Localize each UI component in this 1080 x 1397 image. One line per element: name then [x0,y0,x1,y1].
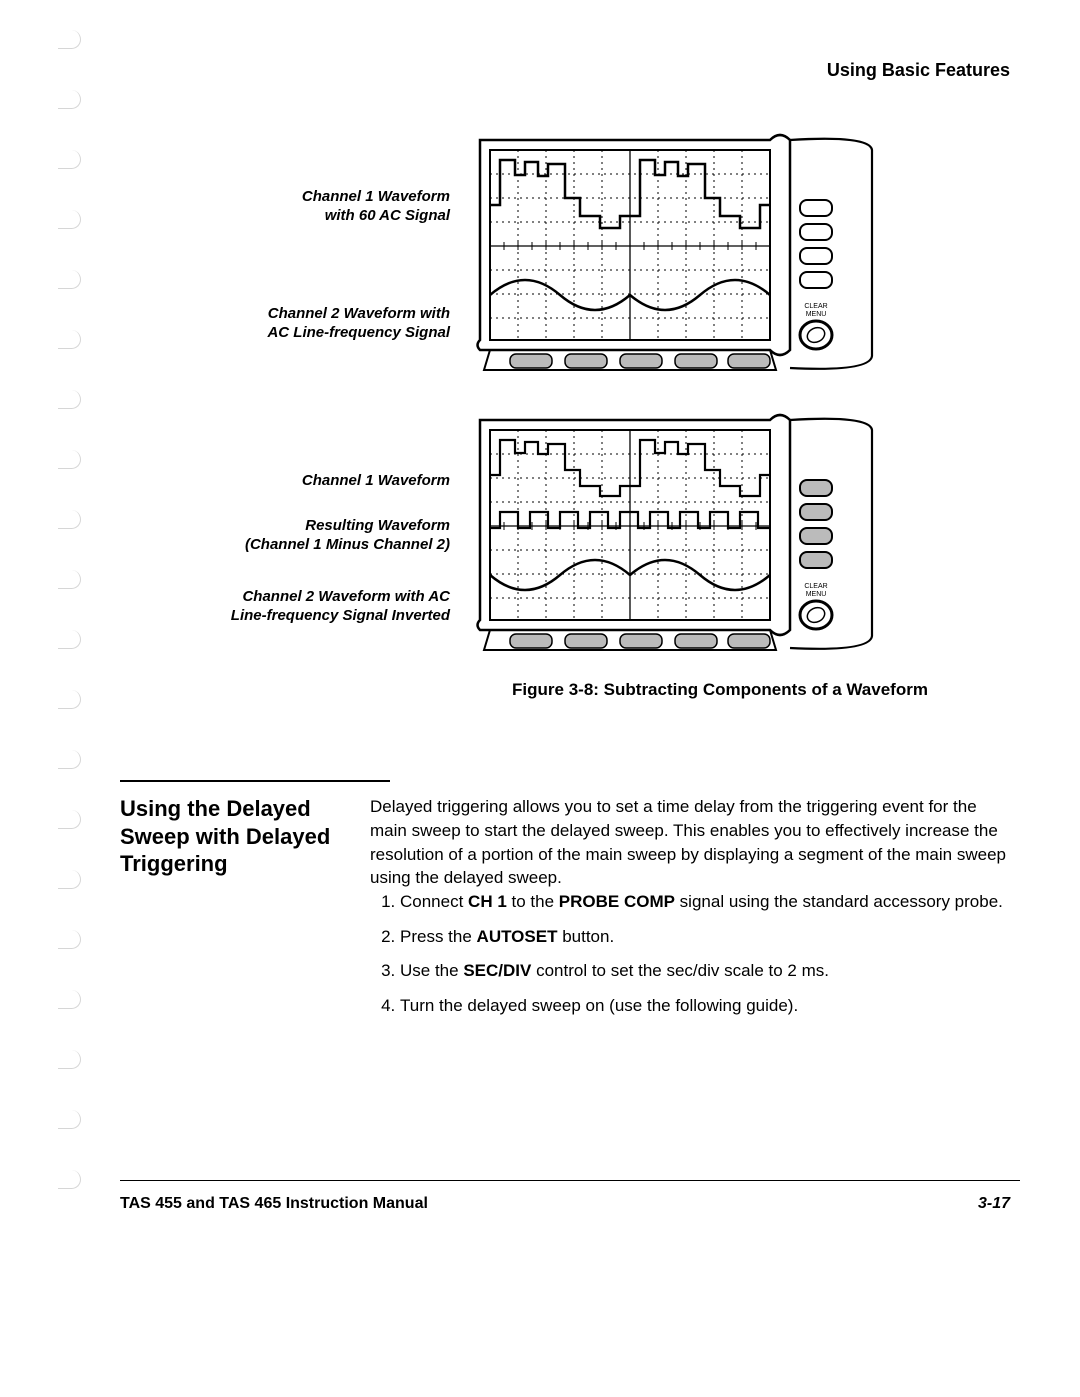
label-ch2-top: Channel 2 Waveform withAC Line-frequency… [120,305,450,343]
page: Using Basic Features Channel 1 Waveformw… [120,50,1020,1350]
step-3: Use the SEC/DIV control to set the sec/d… [400,959,1020,984]
footer-left: TAS 455 and TAS 465 Instruction Manual [120,1195,428,1213]
text: button. [557,927,614,946]
figure-area: Channel 1 Waveformwith 60 AC Signal Chan… [120,110,1020,710]
svg-text:CLEAR: CLEAR [804,303,827,310]
label-ch1-top: Channel 1 Waveformwith 60 AC Signal [120,188,450,226]
text: Connect [400,892,468,911]
section-paragraph: Delayed triggering allows you to set a t… [370,795,1010,890]
bold: CH 1 [468,892,507,911]
step-4: Turn the delayed sweep on (use the follo… [400,994,1020,1019]
bold: SEC/DIV [463,961,531,980]
text: to the [507,892,559,911]
running-header: Using Basic Features [827,60,1010,81]
footer-right: 3-17 [978,1195,1010,1213]
section-rule [120,780,390,782]
text: signal using the standard accessory prob… [675,892,1003,911]
figure-caption: Figure 3-8: Subtracting Components of a … [470,680,970,700]
svg-text:MENU: MENU [806,311,827,318]
svg-text:CLEAR: CLEAR [804,583,827,590]
section-title: Using the Delayed Sweep with Delayed Tri… [120,795,350,878]
bold: PROBE COMP [559,892,675,911]
label-result: Resulting Waveform(Channel 1 Minus Chann… [120,517,450,555]
text: Press the [400,927,477,946]
svg-text:MENU: MENU [806,591,827,598]
text: control to set the sec/div scale to 2 ms… [531,961,829,980]
text: Use the [400,961,463,980]
step-2: Press the AUTOSET button. [400,925,1020,950]
label-ch1-bot: Channel 1 Waveform [120,472,450,491]
steps-list: Connect CH 1 to the PROBE COMP signal us… [370,890,1020,1029]
footer-rule [120,1180,1020,1181]
bold: AUTOSET [477,927,558,946]
step-1: Connect CH 1 to the PROBE COMP signal us… [400,890,1020,915]
oscilloscope-top: CLEAR MENU [470,120,880,390]
label-ch2-bot: Channel 2 Waveform with ACLine-frequency… [120,588,450,626]
oscilloscope-bottom: CLEAR MENU [470,400,880,670]
